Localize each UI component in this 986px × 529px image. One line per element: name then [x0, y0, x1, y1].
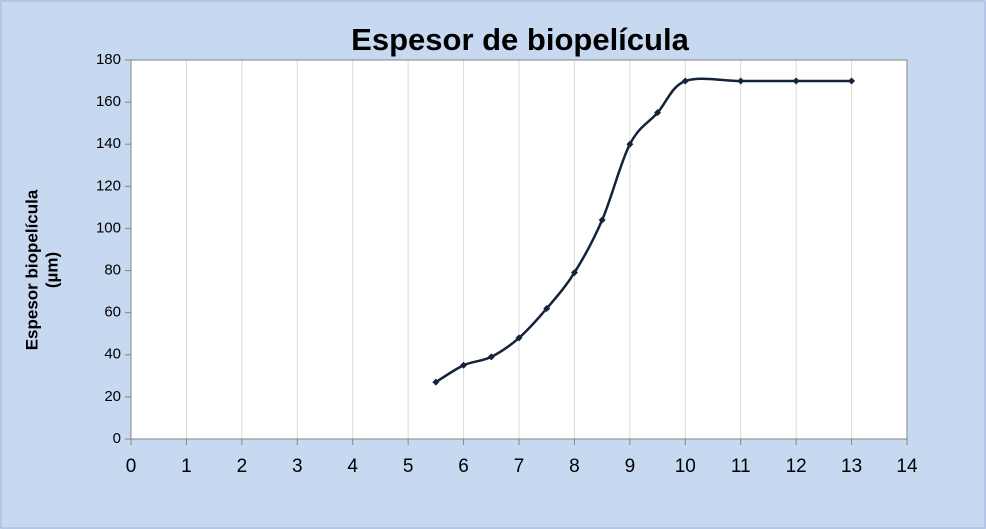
y-tick-label: 80	[104, 262, 121, 279]
data-point	[654, 109, 662, 117]
y-tick-label: 180	[96, 51, 121, 68]
chart-title: Espesor de biopelícula	[351, 22, 689, 57]
plot-border	[130, 59, 908, 440]
x-tick-label: 3	[292, 456, 303, 477]
data-point	[543, 304, 551, 312]
data-point	[570, 269, 578, 277]
x-tick-label: 13	[841, 456, 862, 477]
x-tick-label: 10	[675, 456, 696, 477]
x-tick-label: 8	[569, 456, 580, 477]
y-tick-label: 120	[96, 177, 121, 194]
x-tick-label: 5	[403, 456, 414, 477]
data-point	[848, 77, 856, 85]
x-tick-label: 12	[786, 456, 807, 477]
data-point	[515, 334, 523, 342]
data-point	[460, 361, 468, 369]
x-tick-label: 9	[625, 456, 636, 477]
data-point	[626, 140, 634, 148]
x-tick-label: 2	[237, 456, 248, 477]
x-tick-label: 14	[896, 456, 918, 477]
y-tick-label: 60	[104, 304, 121, 321]
data-point	[681, 77, 689, 85]
y-axis-label: Espesor biopelícula	[22, 189, 41, 350]
data-point	[432, 378, 440, 386]
y-axis-label: (µm)	[42, 252, 61, 288]
x-tick-label: 0	[126, 456, 137, 477]
y-tick-label: 40	[104, 346, 121, 363]
y-tick-label: 20	[104, 388, 121, 405]
data-point	[737, 77, 745, 85]
data-point	[487, 353, 495, 361]
x-tick-label: 4	[347, 456, 358, 477]
x-tick-label: 1	[181, 456, 192, 477]
x-tick-label: 6	[458, 456, 469, 477]
y-tick-label: 0	[113, 430, 121, 447]
y-tick-label: 100	[96, 219, 121, 236]
y-tick-label: 160	[96, 93, 121, 110]
x-tick-label: 11	[731, 456, 751, 477]
data-point	[598, 216, 606, 224]
y-tick-label: 140	[96, 135, 121, 152]
x-tick-label: 7	[514, 456, 525, 477]
data-point	[792, 77, 800, 85]
